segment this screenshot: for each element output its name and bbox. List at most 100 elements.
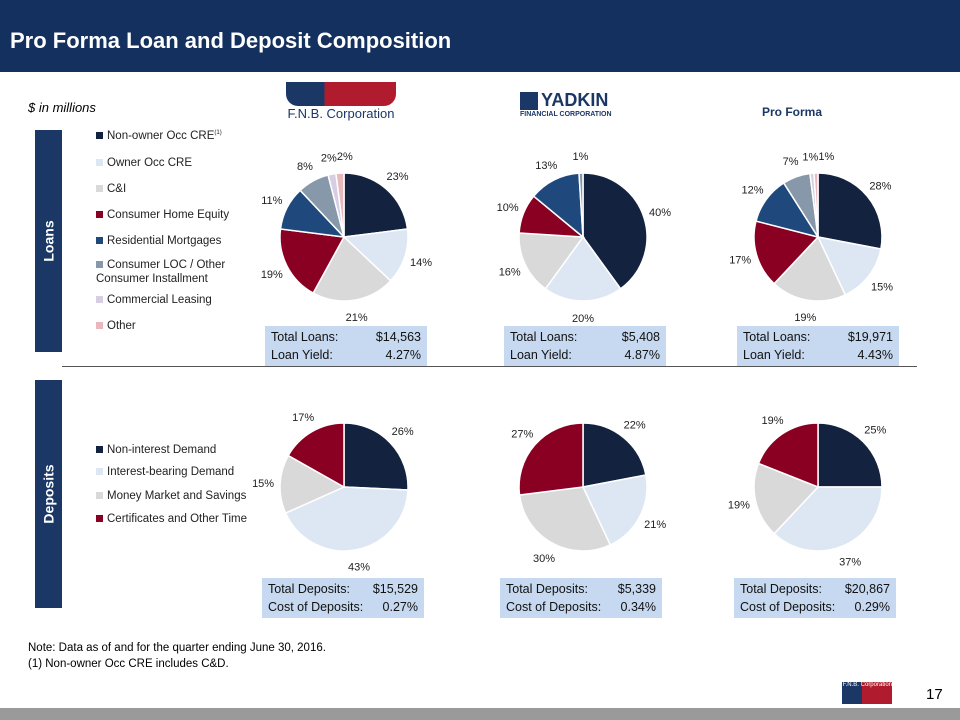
slice-label: 15% [252,478,274,490]
summary-value: 0.27% [382,600,418,614]
pie-slice [279,454,346,515]
pie-slice [518,422,584,496]
yadkin-logo-text: YADKIN [541,90,609,110]
legend-item: Owner Occ CRE [96,157,192,169]
loans-band: Loans [35,130,62,352]
legend-swatch [96,468,103,475]
legend-item: Non-interest Demand [96,444,216,456]
summary-value: $19,971 [847,330,893,344]
pie-slice [753,220,820,285]
page-number: 17 [926,686,943,703]
summary-value: $20,867 [844,582,890,596]
summary-label: Total Loans: [510,330,578,344]
pie-slice [544,235,622,302]
slice-label: 37% [839,556,861,568]
deposits-band: Deposits [35,380,62,608]
slice-label: 19% [761,415,783,427]
summary-value: 0.29% [854,600,890,614]
pie-slice [773,486,883,552]
slice-label: 27% [511,428,533,440]
pie-slice [582,422,647,488]
section-divider [62,366,917,367]
summary-value: $15,529 [372,582,418,596]
pie-chart: 23% 14% 21% 19% 11% 8% 2% 2% [261,151,432,324]
slice-label: 2% [321,152,337,164]
pie-slice [284,486,409,552]
slice-label: 1% [573,151,589,163]
slice-label: 17% [292,412,314,424]
summary-label: Total Deposits: [268,582,350,596]
legend-swatch [96,211,103,218]
yadkin-logo-subtext: FINANCIAL CORPORATION [520,111,612,118]
slice-label: 12% [741,184,763,196]
slice-label: 7% [783,156,799,168]
slice-label: 8% [297,161,313,173]
legend-item: Consumer Home Equity [96,209,229,221]
footnote-marker: (1) [214,130,222,137]
footer-logo: F.N.B. Corporation [842,682,892,704]
legend-swatch [96,185,103,192]
slice-label: 1% [802,151,818,163]
pie-slice [773,235,847,302]
pie-slice [817,172,883,250]
pie-slice [578,172,584,238]
summary-label: Total Deposits: [740,582,822,596]
legend-swatch [96,446,103,453]
summary-label: Loan Yield: [743,348,805,362]
summary-box: Total Deposits: $20,867 Cost of Deposits: 0… [734,578,896,618]
legend-label: Other [107,320,136,332]
summary-value: 0.34% [620,600,656,614]
pie-slice [518,232,585,290]
legend-label: Money Market and Savings [107,490,247,502]
summary-label: Loan Yield: [510,348,572,362]
pie-slice [287,422,345,489]
title-bar [0,0,960,72]
legend-item: Residential Mortgages [96,235,221,247]
summary-label: Total Deposits: [506,582,588,596]
legend-label: Owner Occ CRE [107,157,192,169]
legend-label: Interest-bearing Demand [107,466,235,478]
slice-label: 21% [346,312,368,324]
pie-slice [581,474,648,546]
pie-chart: 26% 43% 15% 17% [252,412,414,574]
legend-label: Non-owner Occ CRE [107,130,215,142]
summary-value: 4.87% [624,348,660,362]
summary-label: Cost of Deposits: [268,600,364,614]
summary-label: Total Loans: [271,330,339,344]
summary-box: Total Deposits: $15,529 Cost of Deposits: 0… [262,578,424,618]
legend-item: Certificates and Other Time [96,513,247,525]
pie-chart: 40% 20% 16% 10% 13% 1% [497,151,672,325]
summary-box: Total Loans: $5,408 Loan Yield: 4.87% [504,326,666,366]
pie-slice [279,228,346,295]
footnote-text: (1) Non-owner Occ CRE includes C&D. [28,658,229,670]
fnb-logo-text: F.N.B. Corporation [287,106,395,121]
legend-label: Non-interest Demand [107,444,217,456]
summary-value: $14,563 [375,330,421,344]
slice-label: 25% [864,425,886,437]
slice-label: 21% [644,519,666,531]
slice-label: 19% [794,312,816,324]
slice-label: 17% [729,255,751,267]
legend-label: C&I [107,183,127,195]
pro-forma-heading: Pro Forma [762,105,823,119]
legend-swatch [96,261,103,268]
slice-label: 14% [410,257,432,269]
slice-label: 20% [572,313,594,325]
slice-label: 22% [624,420,646,432]
summary-box: Total Deposits: $5,339 Cost of Deposits: 0.… [500,578,662,618]
legend-swatch [96,159,103,166]
summary-box: Total Loans: $14,563 Loan Yield: 4.27% [265,326,427,366]
summary-label: Cost of Deposits: [506,600,602,614]
pie-slice [582,172,648,290]
legend-item: Other [96,320,136,332]
summary-label: Cost of Deposits: [740,600,836,614]
pie-slice [342,228,409,282]
legend-label: Certificates and Other Time [107,513,247,525]
legend-item: Consumer LOC / Other Consumer Installmen… [96,258,276,286]
slice-label: 19% [261,269,283,281]
summary-value: 4.43% [857,348,893,362]
slice-label: 2% [337,151,353,163]
slice-label: 16% [499,266,521,278]
legend-swatch [96,322,103,329]
legend-item: Interest-bearing Demand [96,466,234,478]
